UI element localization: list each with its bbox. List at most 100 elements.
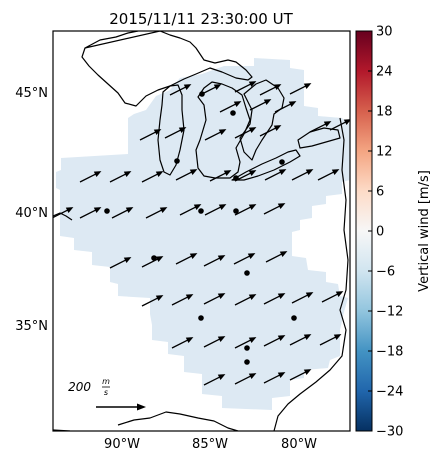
wind-arrow-head: [183, 84, 192, 90]
wind-arrow-shaft: [141, 172, 160, 183]
scale-label: 200: [68, 380, 91, 394]
wind-arrow-head: [155, 171, 164, 177]
wind-arrow-head: [223, 170, 232, 176]
wind-arrow-shaft: [171, 338, 190, 349]
wind-arrow-shaft: [321, 292, 340, 303]
lon-label-85: 85°W: [192, 437, 228, 452]
wind-arrow-head: [279, 251, 288, 257]
wind-arrow-shaft: [289, 370, 308, 381]
station-marker: [198, 208, 204, 214]
wind-arrow-shaft: [233, 254, 252, 265]
wind-arrow-head: [273, 84, 282, 90]
wind-arrow-head: [178, 127, 187, 133]
wind-arrow-shaft: [234, 128, 253, 139]
wind-arrow-shaft: [204, 130, 223, 141]
wind-arrow-head: [189, 169, 198, 175]
wind-arrow-shaft: [179, 205, 198, 216]
station-marker: [244, 270, 250, 276]
wind-arrow-shaft: [175, 170, 194, 181]
lake-superior-shore: [81, 31, 253, 107]
wind-arrow-head: [248, 373, 257, 379]
wind-arrow-head: [248, 337, 257, 343]
colorbar-tick-label: 6: [376, 185, 384, 200]
map-title: 2015/11/11 23:30:00 UT: [109, 10, 293, 28]
longitude-labels: 90°W 85°W 80°W: [104, 437, 317, 452]
wind-arrow-shaft: [175, 254, 194, 265]
station-marker: [174, 158, 180, 164]
wind-arrow-shaft: [309, 122, 328, 133]
wind-arrow-shaft: [203, 256, 222, 267]
wind-arrow-head: [218, 204, 227, 210]
colorbar-label: Vertical wind [m/s]: [417, 170, 432, 292]
station-marker: [291, 315, 297, 321]
wind-arrow-shaft: [139, 130, 158, 141]
colorbar-tick-label: −6: [376, 265, 395, 280]
station-marker: [279, 159, 285, 165]
wind-arrow-shaft: [141, 296, 160, 307]
wind-arrow-head: [305, 292, 314, 298]
wind-arrow-head: [217, 293, 226, 299]
lat-label-35: 35°N: [15, 319, 48, 334]
wind-arrow-shaft: [263, 204, 282, 215]
wind-arrow-head: [263, 99, 272, 105]
colorbar-tick-label: −12: [376, 305, 403, 320]
wind-arrow-head: [335, 291, 344, 297]
wind-arrow-head: [65, 207, 74, 213]
lon-label-90: 90°W: [104, 437, 140, 452]
wind-arrow-head: [217, 374, 226, 380]
wind-arrow-shaft: [209, 171, 228, 182]
lake-erie-shore: [231, 149, 301, 181]
wind-arrow-shaft: [219, 102, 238, 113]
wind-arrow-head: [303, 83, 312, 89]
colorbar-tick-label: −18: [376, 345, 403, 360]
wind-arrow-head: [123, 171, 132, 177]
wind-arrow-head: [278, 169, 287, 175]
wind-arrow-head: [248, 170, 257, 176]
scale-unit-denominator: s: [104, 388, 108, 397]
wind-arrow-shaft: [109, 172, 128, 183]
wind-arrow-head: [218, 129, 227, 135]
wind-arrow-head: [185, 294, 194, 300]
wind-arrow-shaft: [203, 337, 222, 348]
lat-label-45: 45°N: [15, 86, 48, 101]
wind-arrow-head: [93, 171, 102, 177]
wind-arrow-shaft: [264, 170, 283, 181]
wind-arrow-shaft: [265, 252, 284, 263]
wind-arrow-shaft: [329, 120, 348, 131]
lat-label-40: 40°N: [15, 206, 48, 221]
wind-arrow-head: [233, 101, 242, 107]
wind-arrow-head: [123, 257, 132, 263]
wind-arrow-shaft: [203, 294, 222, 305]
wind-arrow-shaft: [263, 336, 282, 347]
lake-michigan-shore: [157, 84, 185, 176]
wind-arrow-head: [277, 293, 286, 299]
colorbar-tick-label: 18: [376, 105, 393, 120]
scale-arrowhead: [137, 403, 146, 411]
wind-arrow-shaft: [289, 335, 308, 346]
wind-arrow-head: [277, 372, 286, 378]
wind-arrow-shaft: [263, 294, 282, 305]
wind-arrow-head: [93, 207, 102, 213]
wind-arrow-head: [153, 129, 162, 135]
wind-arrow-shaft: [79, 172, 98, 183]
lake-ontario-shore: [297, 127, 341, 149]
wind-arrow-shaft: [234, 82, 253, 93]
station-marker: [151, 255, 157, 261]
scale-reference: 200 m s: [68, 377, 146, 411]
wind-arrow-head: [343, 119, 350, 125]
wind-arrow-shaft: [164, 128, 183, 139]
station-marker: [230, 110, 236, 116]
wind-arrow-shaft: [53, 208, 70, 219]
wind-arrow-head: [125, 207, 134, 213]
wind-arrow-shaft: [319, 335, 338, 346]
wind-arrow-head: [155, 256, 164, 262]
wind-arrow-head: [213, 84, 222, 90]
wind-arrow-shaft: [274, 102, 293, 113]
station-marker: [199, 91, 205, 97]
michigan-peninsula: [195, 81, 251, 179]
station-marker: [244, 359, 250, 365]
station-marker: [233, 175, 239, 181]
wind-arrow-head: [248, 294, 257, 300]
colorbar-ticks: 30 24 18 12 6 0 −6 −12 −18 −24 −30: [368, 25, 403, 440]
